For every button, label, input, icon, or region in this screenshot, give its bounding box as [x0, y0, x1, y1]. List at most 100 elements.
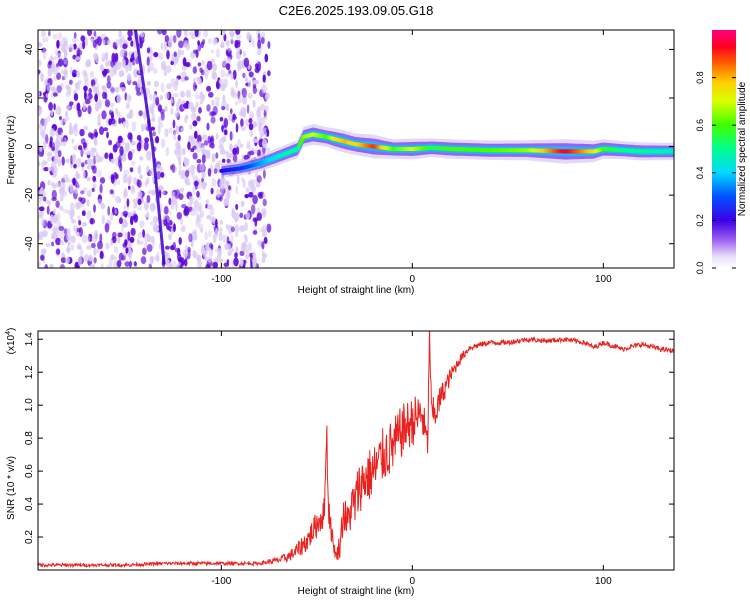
- noise-point: [104, 99, 110, 108]
- noise-point: [84, 98, 91, 105]
- noise-point: [118, 197, 122, 204]
- noise-point: [137, 205, 142, 211]
- noise-point: [76, 102, 81, 112]
- y-tick-label: 0.8: [24, 431, 35, 445]
- noise-point: [152, 67, 158, 74]
- noise-point: [73, 126, 79, 137]
- noise-point: [92, 183, 97, 189]
- noise-point: [84, 90, 87, 101]
- noise-point: [175, 125, 179, 135]
- noise-point: [157, 52, 164, 61]
- noise-point: [113, 245, 119, 254]
- noise-point: [207, 204, 213, 210]
- noise-point: [249, 111, 255, 119]
- noise-point: [118, 117, 122, 125]
- noise-point: [263, 116, 268, 121]
- noise-point: [177, 257, 183, 263]
- noise-point: [206, 214, 212, 220]
- noise-point: [47, 200, 52, 207]
- noise-point: [199, 99, 204, 105]
- noise-point: [149, 49, 154, 57]
- noise-point: [64, 110, 69, 118]
- noise-point: [99, 250, 104, 260]
- noise-point: [131, 184, 136, 192]
- noise-point: [181, 66, 187, 71]
- noise-point: [76, 202, 82, 209]
- noise-point: [73, 163, 77, 169]
- noise-point: [88, 87, 92, 94]
- noise-point: [41, 230, 48, 238]
- noise-point: [76, 70, 80, 78]
- noise-point: [192, 249, 197, 259]
- noise-point: [49, 263, 54, 268]
- noise-point: [77, 256, 83, 267]
- noise-point: [149, 255, 154, 265]
- noise-point: [76, 183, 81, 189]
- noise-point: [170, 98, 174, 104]
- noise-point: [99, 177, 106, 184]
- noise-point: [184, 176, 190, 185]
- noise-point: [67, 241, 71, 247]
- colorbar-gradient: [712, 30, 736, 268]
- noise-point: [120, 86, 126, 92]
- noise-point: [195, 101, 199, 108]
- noise-point: [188, 233, 193, 243]
- noise-point: [260, 37, 265, 45]
- noise-point: [100, 262, 104, 268]
- y-tick-label: 1.2: [24, 365, 35, 379]
- noise-point: [163, 205, 169, 215]
- noise-point: [114, 256, 117, 266]
- colorbar-ticks: 0.0 0.2 0.4 0.6 0.8: [695, 71, 736, 274]
- noise-point: [266, 223, 272, 233]
- noise-point: [130, 40, 134, 47]
- noise-point: [61, 36, 68, 45]
- noise-point: [129, 236, 135, 243]
- noise-point: [122, 59, 126, 69]
- noise-point: [174, 189, 181, 199]
- noise-point: [91, 187, 95, 192]
- spectrogram-frame: [37, 29, 675, 269]
- noise-point: [138, 240, 144, 245]
- noise-point: [104, 223, 110, 233]
- y-tick-label: 0.4: [24, 497, 35, 511]
- noise-point: [84, 60, 91, 68]
- noise-point: [71, 138, 75, 144]
- noise-point: [138, 110, 143, 117]
- noise-point: [52, 56, 59, 61]
- noise-point: [110, 174, 115, 184]
- noise-point: [226, 189, 231, 200]
- noise-point: [110, 102, 114, 108]
- noise-point: [252, 86, 257, 94]
- noise-point: [104, 53, 109, 62]
- noise-point: [194, 30, 199, 38]
- noise-point: [70, 209, 75, 216]
- noise-point: [226, 158, 231, 163]
- noise-point: [244, 194, 249, 199]
- noise-point: [46, 82, 51, 92]
- noise-point: [181, 49, 184, 56]
- noise-point: [146, 165, 150, 173]
- noise-point: [215, 218, 218, 228]
- noise-point: [96, 248, 100, 254]
- colorbar: 0.0 0.2 0.4 0.6 0.8 Normalized spectral ampl…: [695, 30, 748, 274]
- noise-point: [174, 247, 181, 253]
- noise-point: [91, 242, 96, 249]
- noise-point: [117, 232, 123, 238]
- noise-point: [205, 263, 211, 268]
- noise-point: [117, 135, 123, 144]
- noise-point: [99, 233, 103, 244]
- noise-point: [148, 190, 154, 195]
- noise-point: [218, 138, 224, 147]
- noise-point: [243, 154, 249, 160]
- noise-point: [231, 207, 235, 213]
- noise-point: [98, 156, 104, 162]
- noise-point: [105, 242, 110, 250]
- noise-point: [178, 40, 184, 48]
- snr-marks: [38, 331, 674, 569]
- noise-point: [172, 35, 177, 43]
- noise-point: [156, 170, 162, 180]
- noise-point: [122, 242, 128, 248]
- noise-point: [215, 133, 219, 140]
- y-tick-label: 1.4: [24, 332, 35, 346]
- noise-point: [219, 116, 224, 122]
